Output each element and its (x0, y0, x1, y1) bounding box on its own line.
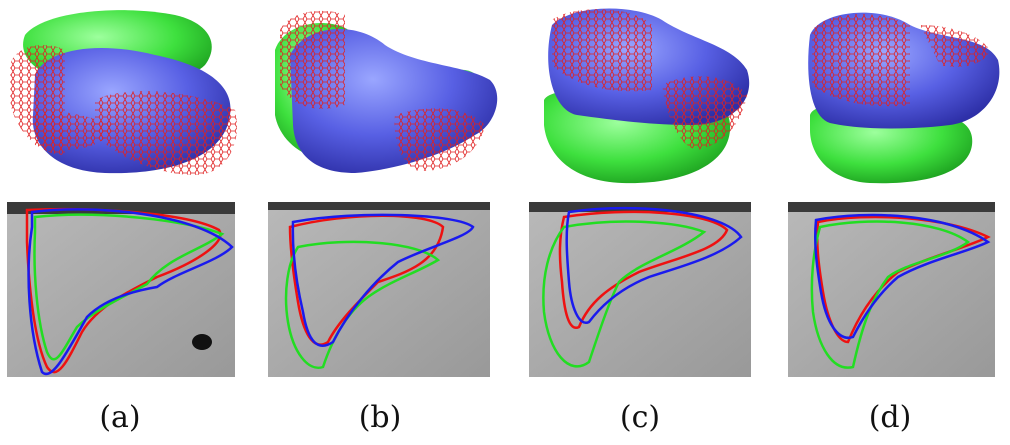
panel-a: (a) (0, 0, 250, 445)
ct-slice-a (7, 202, 235, 377)
liver-3d-render-d (808, 12, 1000, 184)
liver-3d-render-a (10, 10, 237, 175)
panel-label-a: (a) (99, 400, 141, 435)
panel-label-b: (b) (358, 400, 402, 435)
ct-slice-b (268, 202, 490, 377)
panel-label-c: (c) (619, 400, 661, 435)
ct-slice-c (529, 202, 751, 377)
liver-3d-render-b (275, 10, 498, 174)
panel-c: (c) (520, 0, 770, 445)
panel-label-d: (d) (868, 400, 912, 435)
ct-slice-d (788, 202, 995, 377)
liver-3d-render-c (544, 8, 750, 184)
panel-b: (b) (260, 0, 510, 445)
panel-d: (d) (780, 0, 1010, 445)
